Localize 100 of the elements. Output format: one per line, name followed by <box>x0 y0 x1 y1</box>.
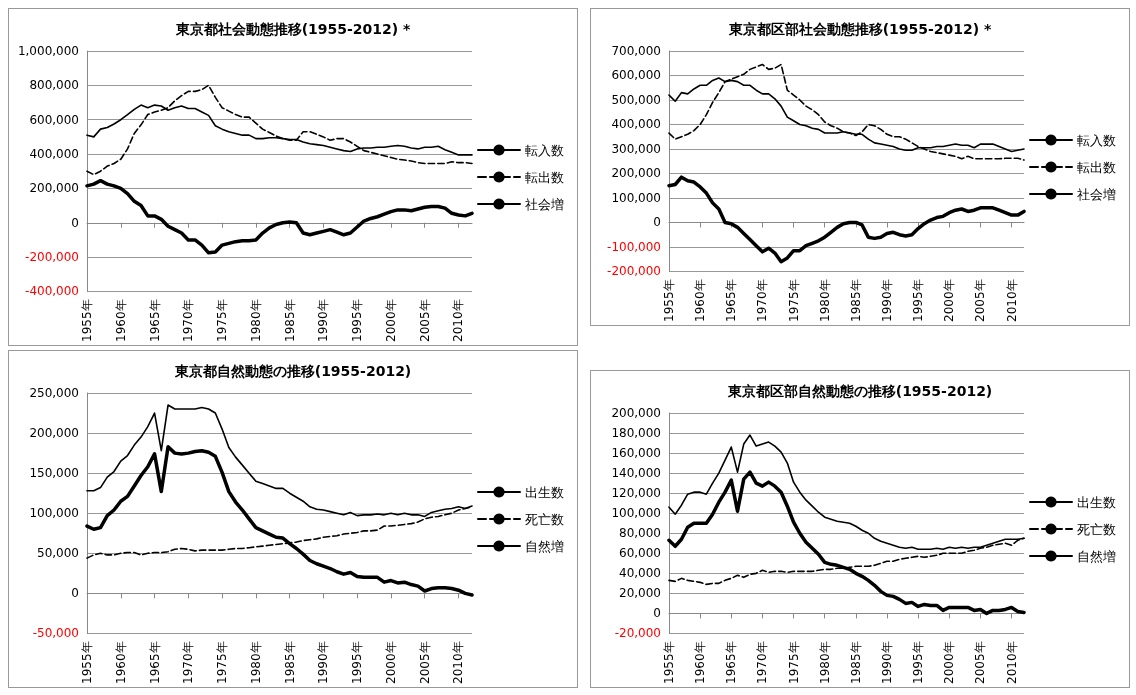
line-series <box>667 175 1026 264</box>
x-tick-label: 1985年 <box>848 279 863 323</box>
y-tick-label: 250,000 <box>29 386 79 400</box>
line-series <box>85 444 474 597</box>
y-tick-label: -200,000 <box>25 250 79 265</box>
y-tick-label: -20,000 <box>614 626 661 641</box>
x-tick-label: 2010年 <box>451 299 466 343</box>
x-tick-label: 1975年 <box>786 641 801 685</box>
x-tick-label: 1970年 <box>181 299 196 343</box>
x-tick-label: 1955年 <box>80 299 94 343</box>
x-tick-label: 1980年 <box>248 299 263 343</box>
chart-title: 東京都区部自然動態の推移(1955-2012) <box>726 383 993 399</box>
x-tick-label: 1995年 <box>911 641 926 685</box>
x-tick-label: 1980年 <box>248 641 263 685</box>
x-tick-label: 1980年 <box>817 279 832 323</box>
x-tick-label: 2005年 <box>973 641 988 685</box>
y-tick-label: 160,000 <box>611 446 661 461</box>
x-tick-label: 1970年 <box>181 641 196 685</box>
x-tick-label: 1970年 <box>755 641 770 685</box>
y-tick-label: 100,000 <box>29 506 79 521</box>
y-tick-label: 300,000 <box>611 141 661 156</box>
line-series <box>668 63 1025 161</box>
x-tick-label: 2005年 <box>417 641 432 685</box>
y-tick-label: 40,000 <box>619 566 661 581</box>
y-tick-label: 400,000 <box>29 147 79 162</box>
x-tick-label: 1955年 <box>662 279 676 323</box>
y-tick-label: 600,000 <box>611 68 661 83</box>
y-tick-label: 0 <box>653 215 661 230</box>
x-tick-label: 1975年 <box>215 641 230 685</box>
chart-title: 東京都社会動態推移(1955-2012) * <box>174 21 412 37</box>
x-tick-label: 1995年 <box>350 641 365 685</box>
y-tick-label: -100,000 <box>607 239 661 254</box>
legend-label: 転出数 <box>525 169 564 185</box>
y-tick-label: 800,000 <box>29 78 79 93</box>
x-tick-label: 1960年 <box>113 641 128 685</box>
y-tick-label: 100,000 <box>611 190 661 205</box>
legend-label: 自然増 <box>525 538 564 554</box>
x-tick-label: 1955年 <box>80 641 94 685</box>
x-tick-label: 1960年 <box>693 641 708 685</box>
x-tick-label: 2005年 <box>973 279 988 323</box>
y-tick-label: -200,000 <box>607 264 661 279</box>
y-tick-label: 20,000 <box>619 586 661 601</box>
legend-label: 自然増 <box>1077 548 1116 564</box>
y-tick-label: 80,000 <box>619 526 661 541</box>
x-tick-label: 1975年 <box>215 299 230 343</box>
y-tick-label: 180,000 <box>611 426 661 441</box>
x-tick-label: 2000年 <box>383 299 398 343</box>
legend-label: 社会増 <box>1077 186 1116 202</box>
x-tick-label: 2010年 <box>451 641 466 685</box>
x-tick-label: 1975年 <box>786 279 801 323</box>
x-tick-label: 1990年 <box>879 279 894 323</box>
x-tick-label: 2010年 <box>1004 641 1019 685</box>
x-tick-label: 1985年 <box>848 641 863 685</box>
x-tick-label: 1995年 <box>911 279 926 323</box>
y-tick-label: 0 <box>653 606 661 621</box>
y-tick-label: 1,000,000 <box>17 44 79 58</box>
y-tick-label: 60,000 <box>619 546 661 561</box>
x-tick-label: 2005年 <box>417 299 432 343</box>
y-tick-label: 150,000 <box>29 466 79 481</box>
x-tick-label: 1980年 <box>817 641 832 685</box>
legend-label: 転入数 <box>1077 132 1116 148</box>
y-tick-label: 140,000 <box>611 466 661 481</box>
y-tick-label: 200,000 <box>611 166 661 181</box>
y-tick-label: 700,000 <box>611 44 661 58</box>
y-tick-label: 200,000 <box>29 181 79 196</box>
x-tick-label: 1960年 <box>693 279 708 323</box>
y-tick-label: 0 <box>71 586 79 601</box>
legend-label: 出生数 <box>525 484 564 500</box>
x-tick-label: 1985年 <box>282 641 297 685</box>
legend-label: 転入数 <box>525 142 564 158</box>
legend-label: 死亡数 <box>1077 521 1116 537</box>
legend-label: 転出数 <box>1077 159 1116 175</box>
y-tick-label: 120,000 <box>611 486 661 501</box>
x-tick-label: 1970年 <box>755 279 770 323</box>
legend-label: 死亡数 <box>525 511 564 527</box>
y-tick-label: -400,000 <box>25 284 79 299</box>
y-tick-label: 50,000 <box>37 546 79 561</box>
x-tick-label: 1995年 <box>350 299 365 343</box>
x-tick-label: 1965年 <box>147 299 162 343</box>
x-tick-label: 1955年 <box>662 641 676 685</box>
x-tick-label: 1990年 <box>316 641 331 685</box>
x-tick-label: 2000年 <box>942 279 957 323</box>
x-tick-label: 1990年 <box>316 299 331 343</box>
x-tick-label: 1965年 <box>147 641 162 685</box>
y-tick-label: 100,000 <box>611 506 661 521</box>
legend-label: 社会増 <box>525 196 564 212</box>
line-series <box>85 178 474 255</box>
chart-title: 東京都区部社会動態推移(1955-2012) * <box>727 21 993 37</box>
chart-title: 東京都自然動態の推移(1955-2012) <box>173 363 412 379</box>
line-series <box>86 84 473 176</box>
x-tick-label: 1985年 <box>282 299 297 343</box>
x-tick-label: 1965年 <box>724 279 739 323</box>
x-tick-label: 2000年 <box>942 641 957 685</box>
y-tick-label: 400,000 <box>611 117 661 132</box>
x-tick-label: 1965年 <box>724 641 739 685</box>
y-tick-label: 600,000 <box>29 112 79 127</box>
y-tick-label: 500,000 <box>611 92 661 107</box>
y-tick-label: 200,000 <box>29 426 79 441</box>
y-tick-label: 0 <box>71 215 79 230</box>
line-series <box>667 470 1026 616</box>
